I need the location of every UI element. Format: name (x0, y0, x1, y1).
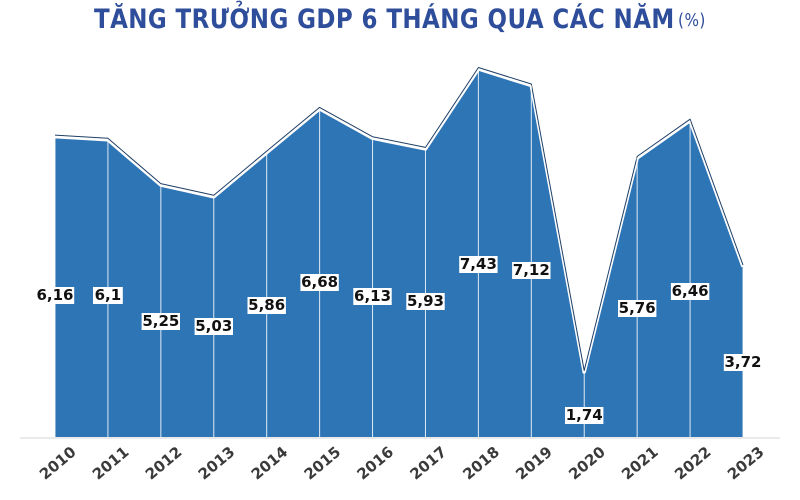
data-label-bg-2015 (300, 274, 339, 291)
x-tick-label-2014: 2014 (248, 443, 292, 484)
data-label-bg-2021 (618, 300, 657, 317)
data-label-2012: 5,25 (142, 312, 179, 330)
x-tick-label-2010: 2010 (36, 443, 80, 484)
series-line-edge (54, 67, 744, 371)
data-label-bg-2013 (194, 318, 233, 335)
data-label-2020: 1,74 (566, 406, 603, 424)
chart-title-unit: (%) (678, 10, 706, 31)
data-label-bg-2019 (512, 262, 551, 279)
data-label-bg-2023 (723, 354, 763, 371)
data-label-2017: 5,93 (407, 292, 444, 310)
data-label-2010: 6,16 (36, 286, 73, 304)
data-label-bg-2020 (565, 407, 604, 424)
data-label-bg-2016 (353, 288, 392, 305)
data-label-bg-2012 (141, 313, 180, 330)
data-label-2019: 7,12 (513, 261, 550, 279)
data-label-2021: 5,76 (619, 299, 656, 317)
chart-title-text: TĂNG TRƯỞNG GDP 6 THÁNG QUA CÁC NĂM (94, 4, 675, 35)
x-tick-label-2019: 2019 (512, 443, 556, 484)
data-label-bg-2011 (93, 287, 123, 304)
area-fill (55, 69, 743, 437)
x-tick-label-2022: 2022 (671, 443, 715, 484)
x-tick-label-2011: 2011 (89, 443, 133, 484)
data-label-bg-2014 (247, 297, 286, 314)
data-label-bg-2017 (406, 293, 445, 310)
data-label-bg-2018 (459, 256, 498, 273)
x-tick-label-2018: 2018 (459, 443, 503, 484)
data-label-2016: 6,13 (354, 287, 391, 305)
x-tick-label-2015: 2015 (301, 443, 345, 484)
data-label-2022: 6,46 (672, 282, 709, 300)
data-label-2011: 6,1 (95, 286, 122, 304)
chart-title: TĂNG TRƯỞNG GDP 6 THÁNG QUA CÁC NĂM (%) (94, 4, 706, 35)
x-tick-label-2012: 2012 (142, 443, 186, 484)
data-label-2014: 5,86 (248, 296, 285, 314)
data-label-2015: 6,68 (301, 273, 338, 291)
x-tick-label-2017: 2017 (406, 443, 450, 484)
x-tick-label-2020: 2020 (565, 443, 609, 484)
data-label-bg-2010 (35, 287, 75, 304)
x-tick-label-2013: 2013 (195, 443, 239, 484)
data-label-2013: 5,03 (195, 317, 232, 335)
chart-title-wrap: TĂNG TRƯỞNG GDP 6 THÁNG QUA CÁC NĂM (%) (0, 4, 800, 35)
x-tick-label-2023: 2023 (724, 443, 768, 484)
data-label-2018: 7,43 (460, 255, 497, 273)
data-label-2023: 3,72 (724, 353, 761, 371)
x-tick-label-2016: 2016 (354, 443, 398, 484)
x-tick-label-2021: 2021 (618, 443, 662, 484)
data-label-bg-2022 (670, 283, 710, 300)
